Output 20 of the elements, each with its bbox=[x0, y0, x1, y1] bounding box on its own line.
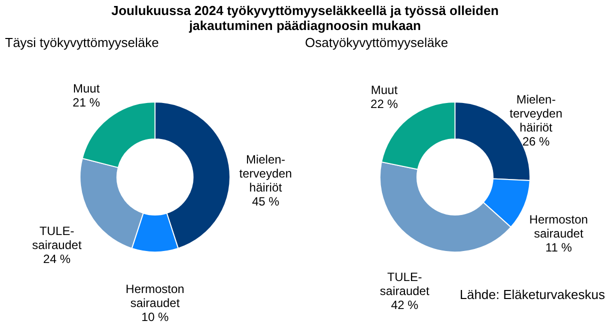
chart-subtitle: Täysi työkyvyttömyyseläke bbox=[5, 35, 159, 50]
slice-label: TULE- sairaudet bbox=[380, 270, 430, 298]
chart-subtitle: Osatyökyvyttömyyseläke bbox=[305, 35, 448, 50]
data-label: 24 % bbox=[43, 252, 71, 266]
slice-label: TULE- sairaudet bbox=[32, 224, 82, 252]
slice-label: Hermoston sairaudet bbox=[126, 282, 184, 310]
data-label: 26 % bbox=[522, 134, 550, 149]
text: Lähde: Eläketurvakeskus bbox=[460, 287, 606, 302]
slice-label: Hermoston sairaudet bbox=[529, 212, 588, 240]
data-label: 42 % bbox=[390, 298, 419, 312]
data-label: 10 % bbox=[141, 310, 169, 324]
data-label: 22 % bbox=[370, 97, 398, 112]
slice-label: Muut bbox=[73, 82, 100, 96]
data-label: 11 % bbox=[545, 240, 572, 254]
slice-label: Mielen- terveyden häiriöt bbox=[510, 92, 562, 135]
chart-title: Joulukuussa 2024 työkyvyttömyyseläkkeellä ja työssä olleiden jakautuminen päädiagnoosin mukaan bbox=[111, 3, 499, 33]
data-label: 45 % bbox=[252, 194, 280, 208]
slice-label: Mielen- terveyden häiriöt bbox=[239, 152, 292, 194]
slice-label: Muut bbox=[370, 83, 398, 98]
data-label: 21 % bbox=[72, 96, 100, 110]
